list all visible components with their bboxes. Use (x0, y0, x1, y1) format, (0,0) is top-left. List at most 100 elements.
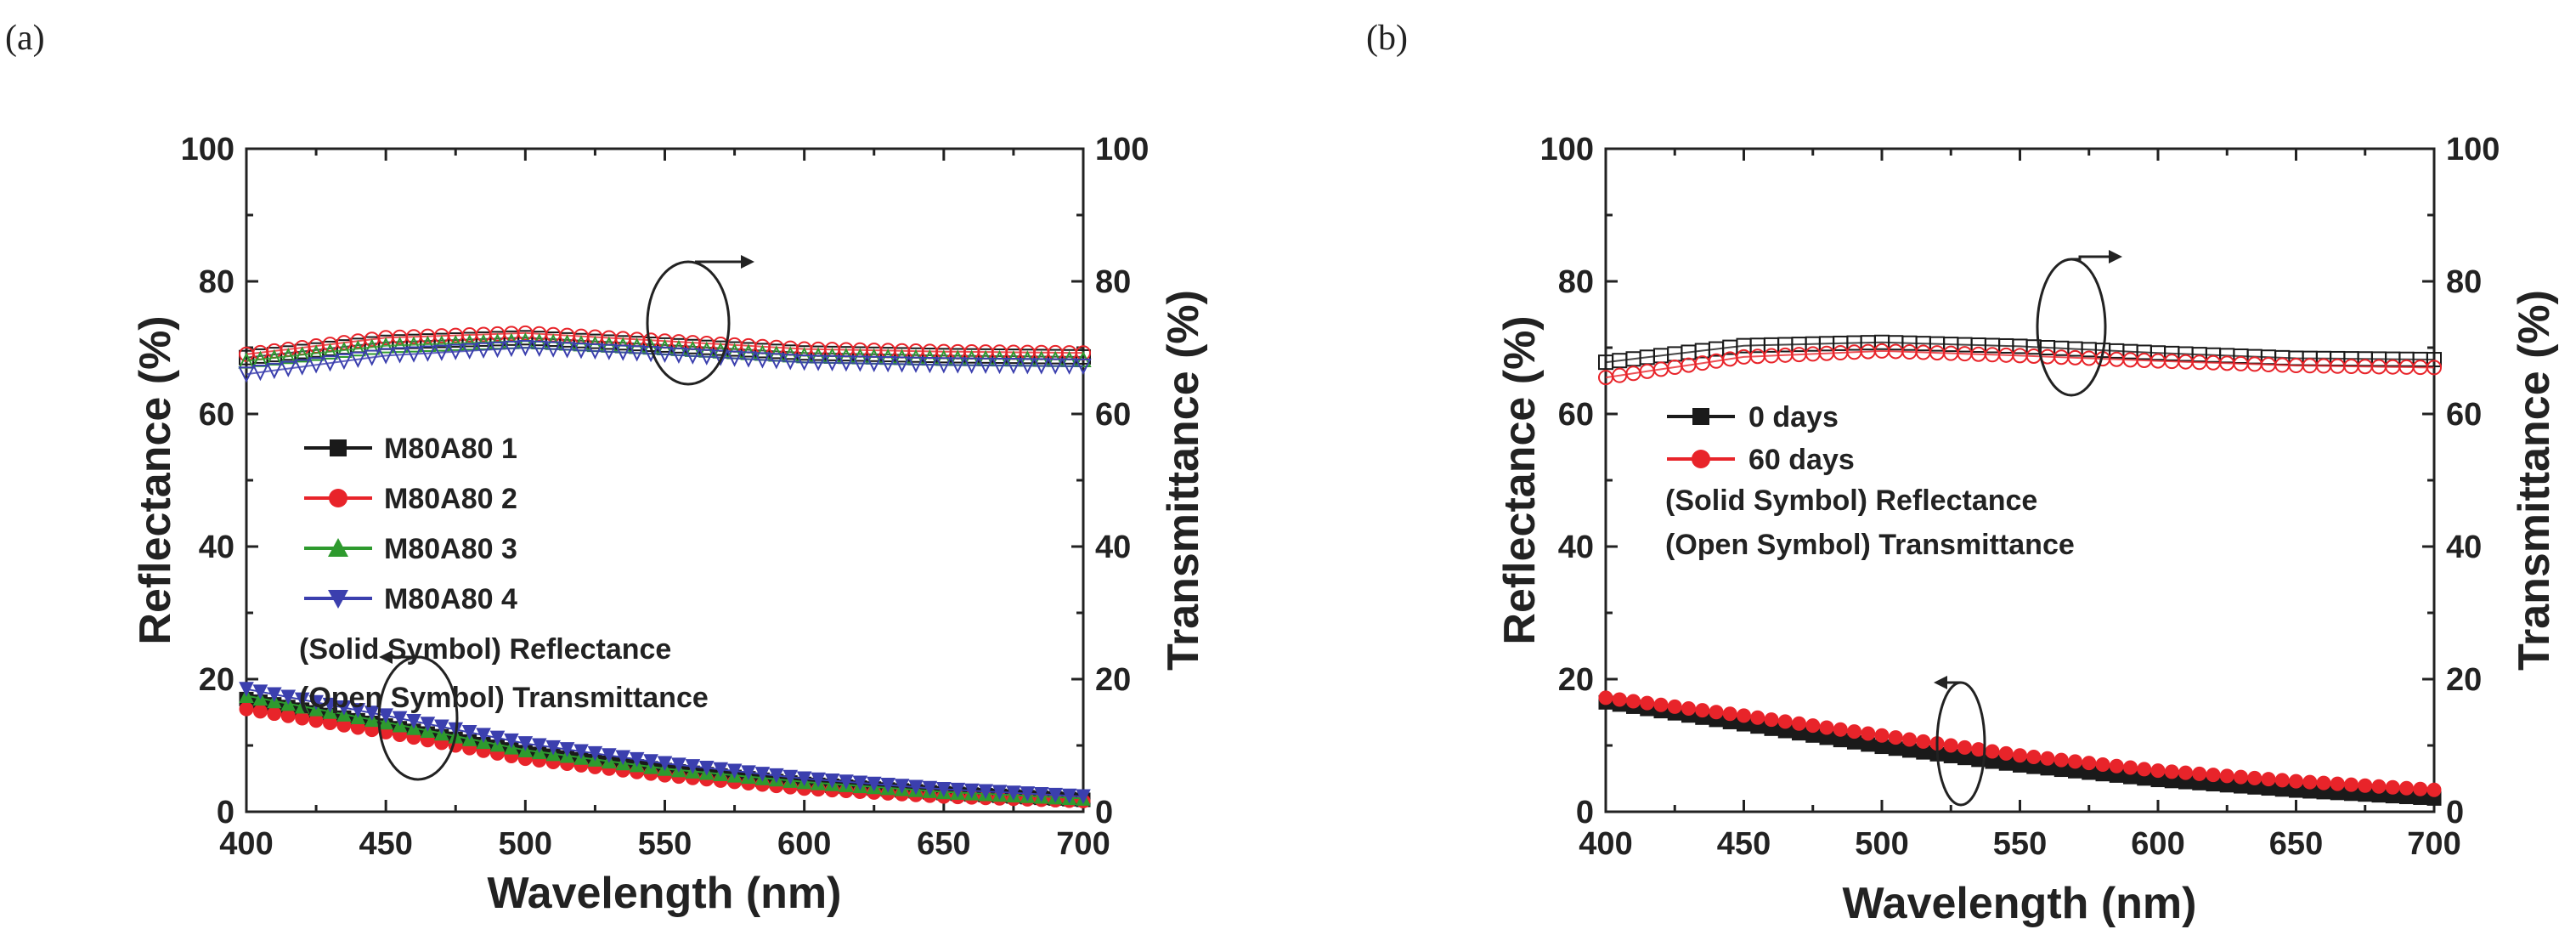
marker-circle (2302, 774, 2318, 790)
marker-triangle-down (782, 769, 799, 785)
marker-triangle-down (824, 773, 840, 789)
marker-triangle-down (433, 344, 450, 361)
y-axis-title-right-b: Transmittance (%) (2510, 290, 2559, 671)
marker-circle (2053, 752, 2069, 768)
marker-circle (1737, 708, 1751, 723)
marker-triangle-down (573, 343, 590, 360)
marker-square (1076, 348, 1091, 365)
marker-triangle-down (1047, 358, 1064, 375)
marker-circle (267, 706, 282, 722)
marker-triangle-down (294, 359, 311, 376)
marker-triangle-down (531, 340, 548, 358)
marker-circle (2150, 763, 2166, 779)
marker-triangle-down (586, 343, 604, 360)
marker-triangle-down (698, 760, 715, 776)
y-axis-title-right-a: Transmittance (%) (1159, 290, 1208, 671)
marker-circle (1681, 700, 1696, 716)
marker-triangle-up (308, 344, 325, 361)
marker-triangle-down (252, 684, 268, 700)
marker-triangle-down (629, 345, 646, 362)
y-axis-title-left-b: Reflectance (%) (1495, 315, 1545, 644)
marker-triangle-down (811, 772, 826, 788)
marker-triangle-up (377, 337, 394, 354)
marker-triangle-down (823, 354, 841, 372)
marker-triangle-down (880, 777, 895, 793)
marker-circle (2426, 360, 2442, 376)
marker-triangle-up (280, 347, 297, 365)
marker-triangle-down (1006, 785, 1021, 801)
marker-triangle-down (963, 783, 980, 799)
marker-triangle-down (420, 717, 436, 732)
y-tick-label-left: 100 (1540, 132, 1594, 167)
marker-circle (1985, 744, 2000, 759)
marker-circle (1612, 692, 1627, 707)
y-axis-title-left-a: Reflectance (%) (131, 315, 180, 644)
marker-triangle-down (754, 352, 771, 369)
marker-triangle-up (321, 343, 339, 360)
annotation-right-arrow-a (646, 255, 754, 386)
marker-circle (1653, 697, 1669, 712)
marker-circle (1943, 738, 1958, 753)
legend-label: 0 days (1748, 401, 1839, 434)
marker-circle (1777, 714, 1793, 729)
marker-triangle-down (405, 346, 422, 363)
marker-circle (1722, 706, 1737, 722)
marker-triangle-down (377, 348, 394, 365)
marker-triangle-down (894, 779, 910, 794)
marker-triangle-down (1076, 789, 1091, 805)
marker-circle (2371, 779, 2387, 794)
marker-triangle-down (573, 744, 589, 760)
y-tick-label-left: 0 (1576, 795, 1594, 830)
marker-triangle-down (504, 733, 519, 749)
marker-triangle-down (713, 762, 728, 778)
marker-triangle-down (769, 768, 784, 784)
marker-triangle-down (921, 356, 939, 374)
legend-note-reflectance: (Solid Symbol) Reflectance (299, 633, 671, 666)
marker-circle (2219, 768, 2234, 784)
legend-note-reflectance: (Solid Symbol) Reflectance (1665, 484, 2037, 517)
y-tick-label-right: 80 (1095, 264, 1131, 300)
marker-triangle-down (935, 357, 952, 374)
marker-circle (2192, 766, 2207, 781)
marker-triangle-down (321, 355, 339, 372)
legend-b: 0 days 60 days (Solid Symbol) Reflectanc… (1665, 401, 2075, 561)
legend-entry: M80A80 4 (304, 583, 517, 615)
series-line (246, 337, 1084, 359)
marker-triangle-down (977, 357, 994, 374)
marker-circle (2261, 772, 2276, 787)
marker-circle (280, 708, 296, 723)
marker-triangle-down (866, 355, 883, 372)
marker-circle (2399, 780, 2414, 796)
marker-triangle-down (978, 784, 993, 800)
marker-circle (2289, 774, 2303, 789)
y-tick-label-left: 40 (199, 530, 234, 565)
marker-triangle-down (601, 343, 618, 360)
x-tick-label: 400 (219, 826, 273, 862)
marker-circle (2109, 758, 2124, 774)
legend-entry: M80A80 2 (304, 483, 517, 515)
legend-marker-square (1692, 408, 1709, 425)
marker-circle (1847, 724, 1861, 740)
marker-circle (2068, 754, 2082, 769)
marker-triangle-down (378, 708, 393, 724)
marker-triangle-down (239, 682, 254, 697)
marker-triangle-down (475, 342, 492, 360)
marker-circle (1667, 699, 1682, 714)
marker-triangle-down (266, 362, 283, 380)
legend-marker-triangle-down (328, 590, 348, 609)
marker-triangle-down (364, 706, 380, 721)
marker-triangle-down (1019, 358, 1036, 375)
x-axis-title-b: Wavelength (nm) (1843, 879, 2197, 928)
marker-triangle-down (839, 774, 854, 790)
y-tick-label-right: 40 (1095, 530, 1131, 565)
marker-circle (1874, 728, 1890, 743)
y-tick-label-right: 100 (2446, 132, 2500, 167)
y-tick-label-right: 0 (1095, 795, 1113, 830)
marker-triangle-down (308, 357, 325, 374)
y-tick-label-right: 20 (1095, 662, 1131, 698)
marker-circle (1888, 730, 1903, 745)
x-tick-label: 550 (1993, 826, 2047, 862)
x-tick-label: 400 (1579, 826, 1632, 862)
